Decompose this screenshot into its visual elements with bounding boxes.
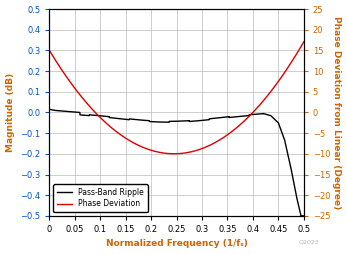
Pass-Band Ripple: [237, 115, 241, 118]
Pass-Band Ripple: [213, 117, 217, 120]
Pass-Band Ripple: [256, 113, 261, 116]
Phase Deviation: [237, 124, 242, 127]
Phase Deviation: [213, 141, 217, 144]
Pass-Band Ripple: [299, 214, 303, 217]
Pass-Band Ripple: [94, 114, 98, 117]
Y-axis label: Phase Deviation from Linear (Degree): Phase Deviation from Linear (Degree): [332, 16, 341, 209]
Y-axis label: Magnitude (dB): Magnitude (dB): [6, 73, 15, 152]
Phase Deviation: [200, 147, 204, 150]
Phase Deviation: [47, 49, 51, 52]
Pass-Band Ripple: [200, 119, 204, 122]
X-axis label: Normalized Frequency (1/fₛ): Normalized Frequency (1/fₛ): [105, 240, 247, 248]
Text: Q2023: Q2023: [298, 240, 319, 245]
Pass-Band Ripple: [47, 108, 51, 111]
Phase Deviation: [302, 40, 306, 43]
Line: Phase Deviation: Phase Deviation: [49, 42, 304, 154]
Phase Deviation: [144, 147, 149, 150]
Phase Deviation: [172, 152, 176, 155]
Pass-Band Ripple: [144, 119, 149, 122]
Legend: Pass-Band Ripple, Phase Deviation: Pass-Band Ripple, Phase Deviation: [53, 184, 148, 212]
Pass-Band Ripple: [302, 214, 306, 217]
Line: Pass-Band Ripple: Pass-Band Ripple: [49, 109, 304, 216]
Phase Deviation: [256, 105, 261, 108]
Phase Deviation: [94, 111, 98, 114]
